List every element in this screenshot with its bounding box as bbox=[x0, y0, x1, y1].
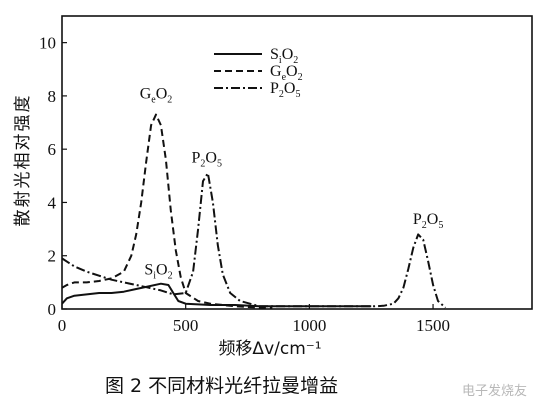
formula-label: GeO2 bbox=[270, 63, 303, 83]
y-axis-label: 散射光相对强度 bbox=[13, 94, 33, 227]
formula-mid: O bbox=[284, 80, 296, 97]
formula-mid: O bbox=[286, 63, 298, 80]
formula-label: P2O5 bbox=[413, 211, 443, 231]
formula-sub1: 2 bbox=[200, 159, 205, 170]
series-line-dashed bbox=[61, 113, 273, 309]
formula-base: S bbox=[270, 46, 279, 63]
watermark: 电子发烧友 bbox=[462, 383, 527, 399]
series-layer bbox=[61, 113, 447, 309]
formula-sub1: e bbox=[151, 95, 156, 106]
formula-sub1: 2 bbox=[279, 89, 284, 100]
formula-base: G bbox=[270, 63, 282, 80]
y-tick-label: 6 bbox=[48, 140, 57, 159]
formula-base: P bbox=[413, 211, 422, 228]
formula-label: SiO2 bbox=[270, 46, 298, 66]
formula-sub2: 5 bbox=[217, 159, 222, 170]
formula-sub2: 5 bbox=[438, 220, 443, 231]
formula-sub2: 2 bbox=[298, 72, 303, 83]
formula-sub2: 2 bbox=[167, 95, 172, 106]
y-tick-label: 10 bbox=[39, 34, 56, 53]
series-line-dashdot bbox=[61, 172, 447, 309]
formula-base: G bbox=[140, 86, 152, 103]
formula-sub1: i bbox=[153, 270, 156, 281]
x-tick-label: 1500 bbox=[416, 316, 450, 335]
formula-sub2: 5 bbox=[295, 89, 300, 100]
x-axis-label: 频移Δv/cm⁻¹ bbox=[218, 339, 321, 359]
formula-label: P2O5 bbox=[270, 80, 300, 100]
formula-label: GeO2 bbox=[140, 86, 173, 106]
formula-mid: O bbox=[156, 261, 168, 278]
formula-sub1: e bbox=[282, 72, 287, 83]
series-line-solid bbox=[61, 282, 372, 308]
y-tick-label: 8 bbox=[48, 87, 57, 106]
formula-label: P2O5 bbox=[191, 150, 221, 170]
plot-frame bbox=[61, 15, 533, 310]
formula-sub1: 2 bbox=[422, 220, 427, 231]
formula-mid: O bbox=[156, 86, 168, 103]
formula-sub1: i bbox=[279, 55, 282, 66]
formula-mid: O bbox=[205, 150, 217, 167]
formula-label: SiO2 bbox=[144, 261, 172, 281]
x-tick-label: 500 bbox=[173, 316, 199, 335]
y-tick-label: 4 bbox=[48, 193, 57, 212]
formula-mid: O bbox=[427, 211, 439, 228]
axis-ticks: 0 2 4 6 8 10 0 500 1000 1500 bbox=[39, 34, 450, 335]
formula-base: P bbox=[191, 150, 200, 167]
formula-base: S bbox=[144, 261, 153, 278]
formula-sub2: 2 bbox=[293, 55, 298, 66]
x-tick-label: 0 bbox=[58, 316, 67, 335]
figure-caption: 图 2 不同材料光纤拉曼增益 bbox=[105, 375, 338, 397]
y-tick-label: 2 bbox=[48, 247, 57, 266]
y-tick-label: 0 bbox=[48, 300, 57, 319]
formula-mid: O bbox=[282, 46, 294, 63]
x-tick-label: 1000 bbox=[292, 316, 326, 335]
formula-sub2: 2 bbox=[168, 270, 173, 281]
formula-base: P bbox=[270, 80, 279, 97]
